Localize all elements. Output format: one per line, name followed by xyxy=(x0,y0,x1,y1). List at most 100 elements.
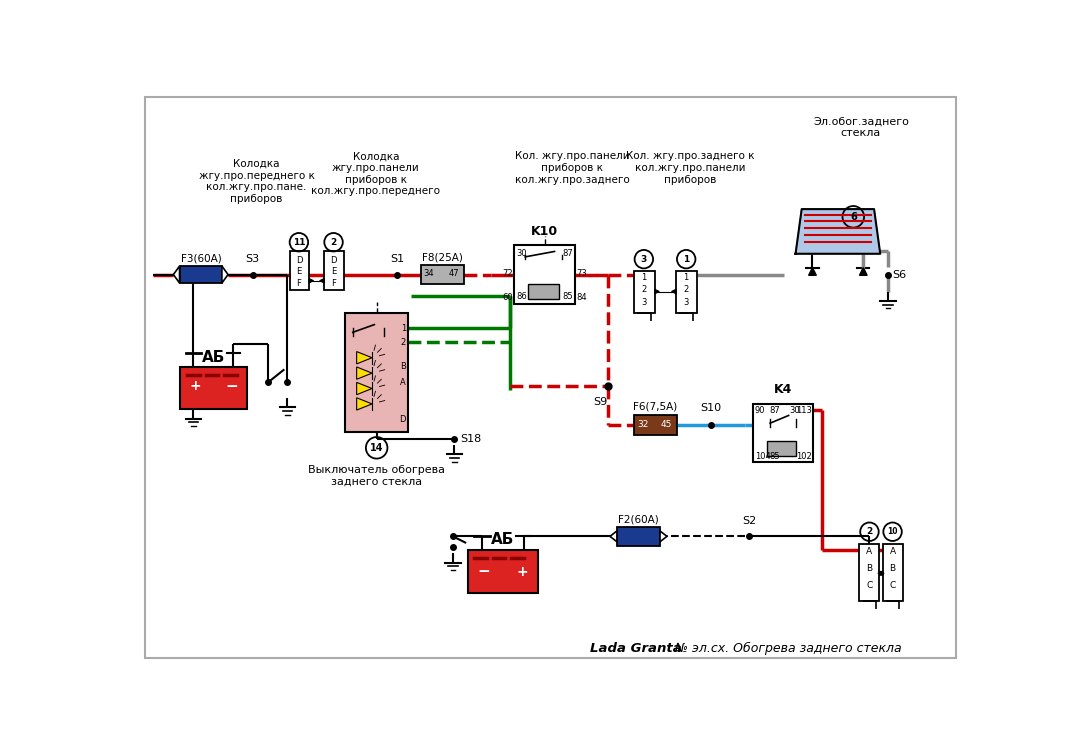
Text: Lada Granta: Lada Granta xyxy=(590,642,682,654)
Bar xyxy=(634,414,677,435)
Text: Кол. жгу.про.заднего к
кол.жгу.про.панели
приборов: Кол. жгу.про.заднего к кол.жгу.про.панел… xyxy=(626,151,754,185)
Text: S1: S1 xyxy=(391,254,405,264)
Text: C: C xyxy=(890,581,895,590)
Text: B: B xyxy=(400,363,406,372)
Text: 34: 34 xyxy=(424,269,435,278)
Text: 6: 6 xyxy=(850,212,856,222)
Text: 104: 104 xyxy=(754,452,770,461)
Text: A: A xyxy=(866,548,873,557)
Polygon shape xyxy=(879,571,884,576)
Text: Колодка
жгу.про.переднего к
кол.жгу.про.пане.
приборов: Колодка жгу.про.переднего к кол.жгу.про.… xyxy=(199,159,314,204)
Text: S9: S9 xyxy=(594,397,608,407)
Text: 2: 2 xyxy=(683,286,689,295)
Text: 32: 32 xyxy=(637,420,649,429)
Polygon shape xyxy=(356,382,372,395)
Bar xyxy=(882,544,903,601)
Polygon shape xyxy=(660,531,667,542)
Polygon shape xyxy=(356,352,372,364)
Bar xyxy=(528,283,560,299)
Text: 2: 2 xyxy=(330,238,337,247)
Bar xyxy=(421,266,464,283)
Text: +: + xyxy=(516,565,528,579)
Bar xyxy=(860,544,879,601)
Text: 87: 87 xyxy=(563,248,574,257)
Text: 45: 45 xyxy=(661,420,672,429)
Text: A: A xyxy=(890,548,895,557)
Text: F3(60A): F3(60A) xyxy=(181,253,222,263)
Polygon shape xyxy=(654,289,660,294)
Text: E: E xyxy=(331,267,336,276)
Bar xyxy=(345,313,408,432)
Text: 102: 102 xyxy=(796,452,811,461)
Text: S3: S3 xyxy=(245,254,259,264)
Text: 1: 1 xyxy=(400,324,406,333)
Text: A: A xyxy=(400,378,406,387)
Polygon shape xyxy=(809,268,817,275)
Polygon shape xyxy=(320,278,324,283)
Text: 2: 2 xyxy=(641,286,647,295)
Text: D: D xyxy=(399,415,406,424)
Text: S2: S2 xyxy=(742,515,756,526)
Text: F2(60A): F2(60A) xyxy=(618,514,659,524)
Bar xyxy=(289,251,309,290)
Text: +: + xyxy=(189,379,201,393)
Text: D: D xyxy=(296,257,302,266)
Text: S10: S10 xyxy=(700,403,721,413)
Text: 2: 2 xyxy=(400,338,406,347)
Text: 3: 3 xyxy=(640,254,647,263)
Bar xyxy=(180,266,222,283)
Text: Колодка
жгу.про.панели
приборов к
кол.жгу.про.переднего: Колодка жгу.про.панели приборов к кол.жг… xyxy=(311,151,440,196)
Bar xyxy=(634,272,654,313)
Text: 73: 73 xyxy=(576,269,586,278)
Text: K4: K4 xyxy=(774,383,792,396)
Text: S18: S18 xyxy=(461,434,482,444)
Polygon shape xyxy=(222,266,228,283)
Text: 30: 30 xyxy=(516,248,526,257)
Text: F8(25A): F8(25A) xyxy=(422,252,463,263)
Text: 84: 84 xyxy=(576,293,586,302)
Text: 14: 14 xyxy=(370,443,383,453)
Bar xyxy=(753,404,813,462)
Polygon shape xyxy=(356,398,372,410)
Text: S6: S6 xyxy=(893,269,907,280)
Bar xyxy=(180,367,247,409)
Bar xyxy=(324,251,343,290)
Text: F: F xyxy=(331,278,336,287)
Text: 1: 1 xyxy=(683,254,690,263)
Text: 47: 47 xyxy=(449,269,459,278)
Polygon shape xyxy=(610,531,617,542)
Text: 60: 60 xyxy=(502,293,513,302)
Bar xyxy=(767,441,796,456)
Text: −: − xyxy=(478,564,490,579)
Text: 3: 3 xyxy=(641,298,647,307)
Bar xyxy=(676,272,697,313)
Text: 11: 11 xyxy=(293,238,306,247)
Polygon shape xyxy=(795,209,880,254)
Text: 113: 113 xyxy=(796,405,811,414)
Bar xyxy=(514,245,575,304)
Text: 85: 85 xyxy=(769,452,780,461)
Text: АБ: АБ xyxy=(492,532,514,547)
Text: 72: 72 xyxy=(502,269,513,278)
Text: Выключатель обогрева
заднего стекла: Выключатель обогрева заднего стекла xyxy=(308,465,445,486)
Text: № эл.сх. Обогрева заднего стекла: № эл.сх. Обогрева заднего стекла xyxy=(670,642,902,654)
Text: F6(7,5A): F6(7,5A) xyxy=(634,402,678,411)
Text: 2: 2 xyxy=(866,527,873,536)
Polygon shape xyxy=(309,278,313,283)
Text: 86: 86 xyxy=(516,292,527,301)
Text: K10: K10 xyxy=(530,224,558,238)
Text: C: C xyxy=(866,581,873,590)
Text: B: B xyxy=(890,564,895,573)
Bar xyxy=(617,527,660,545)
Text: 10: 10 xyxy=(888,527,897,536)
Text: Эл.обог.заднего
стекла: Эл.обог.заднего стекла xyxy=(813,117,909,138)
Text: АБ: АБ xyxy=(201,350,225,365)
Bar xyxy=(468,551,538,593)
Text: 90: 90 xyxy=(754,405,765,414)
Polygon shape xyxy=(878,571,882,576)
Text: 1: 1 xyxy=(641,273,647,282)
Text: F: F xyxy=(297,278,301,287)
Polygon shape xyxy=(356,367,372,379)
Polygon shape xyxy=(173,266,180,283)
Text: 85: 85 xyxy=(563,292,574,301)
